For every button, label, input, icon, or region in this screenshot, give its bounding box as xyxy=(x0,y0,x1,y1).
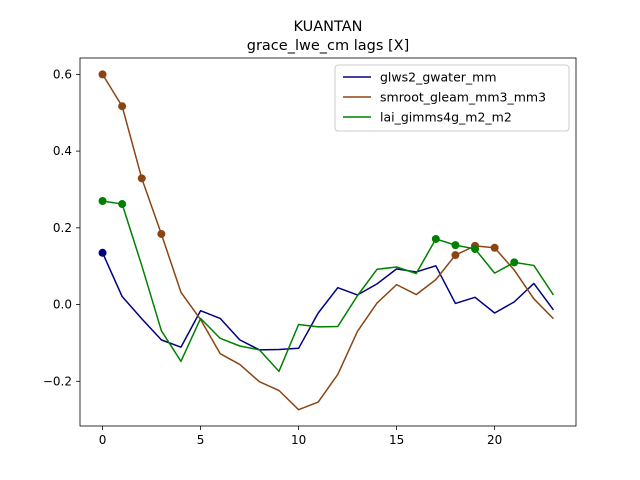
x-tick-label-2: 10 xyxy=(291,433,306,447)
series-point-1-3 xyxy=(157,229,166,238)
axes: 0 5 10 15 20 −0.2 0.0 0.2 0.4 0.6 xyxy=(43,57,577,447)
y-tick-label-3: 0.4 xyxy=(53,144,72,158)
legend-box xyxy=(334,64,570,132)
series-point-1-1 xyxy=(118,102,127,111)
x-tick-label-4: 20 xyxy=(487,433,502,447)
series-point-1-20 xyxy=(490,243,499,252)
x-tick-label-0: 0 xyxy=(99,433,107,447)
x-tick-label-3: 15 xyxy=(389,433,404,447)
series-line-0 xyxy=(101,252,555,351)
series-point-1-18 xyxy=(451,251,460,260)
chart-subtitle: grace_lwe_cm lags [X] xyxy=(247,38,410,54)
x-tick-label-1: 5 xyxy=(197,433,205,447)
series-point-2-18 xyxy=(451,241,460,250)
series-point-2-0 xyxy=(98,196,107,205)
series-point-1-0 xyxy=(98,70,107,79)
legend-label-2: lai_gimms4g_m2_m2 xyxy=(380,110,512,125)
plot-area xyxy=(98,70,555,411)
series-point-2-21 xyxy=(510,258,519,267)
y-tick-label-4: 0.6 xyxy=(53,67,72,81)
legend-label-1: smroot_gleam_mm3_mm3 xyxy=(380,90,546,105)
series-point-2-1 xyxy=(118,200,127,209)
y-tick-label-1: 0.0 xyxy=(53,298,72,312)
y-tick-label-0: −0.2 xyxy=(43,374,72,388)
series-point-1-2 xyxy=(137,174,146,183)
series-line-2 xyxy=(102,200,555,373)
legend-label-0: glws2_gwater_mm xyxy=(380,70,497,85)
series-point-2-17 xyxy=(431,234,440,243)
chart-title: KUANTAN xyxy=(294,19,363,35)
series-point-0-0 xyxy=(98,248,107,257)
y-tick-label-2: 0.2 xyxy=(53,221,72,235)
legend: glws2_gwater_mm smroot_gleam_mm3_mm3 lai_g… xyxy=(334,64,570,132)
axes-frame xyxy=(79,57,577,427)
series-point-2-19 xyxy=(471,244,480,253)
